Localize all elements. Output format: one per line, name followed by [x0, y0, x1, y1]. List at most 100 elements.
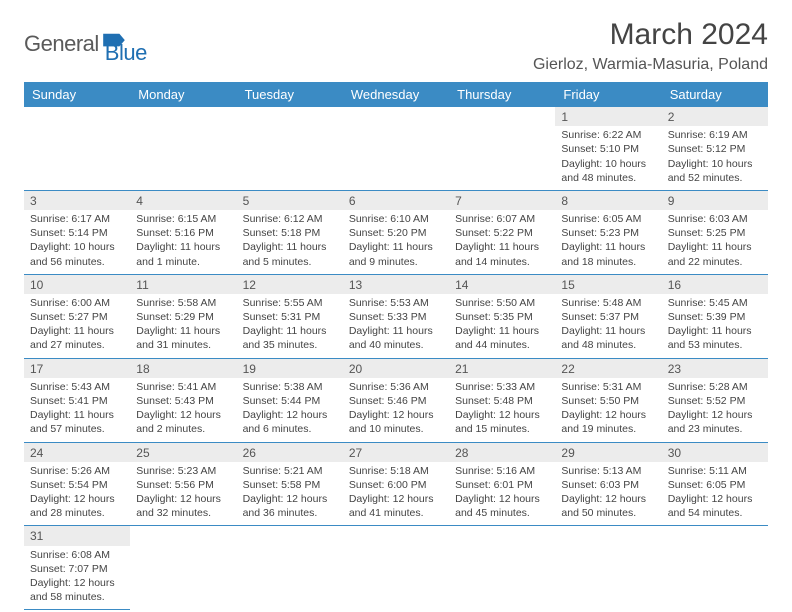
daylight-text: Daylight: 11 hours and 53 minutes. [668, 324, 762, 352]
day-number: 4 [130, 191, 236, 210]
calendar-cell: 28Sunrise: 5:16 AMSunset: 6:01 PMDayligh… [449, 442, 555, 526]
sunset-text: Sunset: 5:54 PM [30, 478, 124, 492]
sunrise-text: Sunrise: 5:50 AM [455, 296, 549, 310]
calendar-cell [343, 107, 449, 190]
calendar-cell: 30Sunrise: 5:11 AMSunset: 6:05 PMDayligh… [662, 442, 768, 526]
day-number: 5 [237, 191, 343, 210]
day-number: 11 [130, 275, 236, 294]
daylight-text: Daylight: 12 hours and 50 minutes. [561, 492, 655, 520]
weekday-header: Saturday [662, 82, 768, 107]
day-number: 19 [237, 359, 343, 378]
calendar-cell: 1Sunrise: 6:22 AMSunset: 5:10 PMDaylight… [555, 107, 661, 190]
calendar-cell [237, 107, 343, 190]
page-title: March 2024 [533, 18, 768, 52]
sunrise-text: Sunrise: 6:12 AM [243, 212, 337, 226]
sunset-text: Sunset: 5:35 PM [455, 310, 549, 324]
calendar-body: 1 Sunrise: 6:22 AMSunset: 5:10 PM Daylight… [24, 107, 768, 610]
day-number: 7 [449, 191, 555, 210]
weekday-header: Sunday [24, 82, 130, 107]
sunrise-text: Sunrise: 5:23 AM [136, 464, 230, 478]
sunset-text: Sunset: 5:27 PM [30, 310, 124, 324]
day-number: 6 [343, 191, 449, 210]
daylight-text: Daylight: 12 hours and 32 minutes. [136, 492, 230, 520]
day-number: 17 [24, 359, 130, 378]
daylight-text: Daylight: 11 hours and 44 minutes. [455, 324, 549, 352]
day-number: 14 [449, 275, 555, 294]
daylight-text: Daylight: 10 hours and 52 minutes. [668, 157, 762, 185]
weekday-header: Monday [130, 82, 236, 107]
logo: General Blue [24, 18, 147, 66]
day-number: 28 [449, 443, 555, 462]
calendar-cell: 2Sunrise: 6:19 AMSunset: 5:12 PMDaylight… [662, 107, 768, 190]
sunrise-text: Sunrise: 5:11 AM [668, 464, 762, 478]
sunset-text: Sunset: 5:22 PM [455, 226, 549, 240]
calendar-cell [130, 107, 236, 190]
calendar-cell: 17Sunrise: 5:43 AMSunset: 5:41 PMDayligh… [24, 358, 130, 442]
day-number: 24 [24, 443, 130, 462]
calendar-cell: 7Sunrise: 6:07 AMSunset: 5:22 PMDaylight… [449, 190, 555, 274]
sunrise-text: Sunrise: 5:28 AM [668, 380, 762, 394]
sunset-text: Sunset: 5:20 PM [349, 226, 443, 240]
sunrise-text: Sunrise: 5:55 AM [243, 296, 337, 310]
sunset-text: Sunset: 5:10 PM [561, 142, 655, 156]
calendar-cell [343, 526, 449, 610]
sunset-text: Sunset: 5:14 PM [30, 226, 124, 240]
sunrise-text: Sunrise: 5:45 AM [668, 296, 762, 310]
daylight-text: Daylight: 11 hours and 22 minutes. [668, 240, 762, 268]
daylight-text: Daylight: 11 hours and 1 minute. [136, 240, 230, 268]
day-number: 29 [555, 443, 661, 462]
sunrise-text: Sunrise: 6:22 AM [561, 128, 655, 142]
sunrise-text: Sunrise: 5:41 AM [136, 380, 230, 394]
calendar-cell [130, 526, 236, 610]
sunset-text: Sunset: 5:25 PM [668, 226, 762, 240]
sunrise-text: Sunrise: 5:36 AM [349, 380, 443, 394]
calendar-cell [449, 526, 555, 610]
daylight-text: Daylight: 12 hours and 45 minutes. [455, 492, 549, 520]
sunrise-text: Sunrise: 6:10 AM [349, 212, 443, 226]
sunset-text: Sunset: 5:46 PM [349, 394, 443, 408]
sunset-text: Sunset: 5:31 PM [243, 310, 337, 324]
day-number: 10 [24, 275, 130, 294]
daylight-text: Daylight: 12 hours and 23 minutes. [668, 408, 762, 436]
calendar-cell: 16Sunrise: 5:45 AMSunset: 5:39 PMDayligh… [662, 274, 768, 358]
sunset-text: Sunset: 5:58 PM [243, 478, 337, 492]
sunset-text: Sunset: 5:16 PM [136, 226, 230, 240]
calendar-cell: 24 Sunrise: 5:26 AMSunset: 5:54 PMDayligh… [24, 442, 130, 526]
day-number: 25 [130, 443, 236, 462]
day-number: 23 [662, 359, 768, 378]
day-number: 8 [555, 191, 661, 210]
daylight-text: Daylight: 12 hours and 28 minutes. [30, 492, 124, 520]
day-number: 20 [343, 359, 449, 378]
sunrise-text: Sunrise: 5:16 AM [455, 464, 549, 478]
calendar-cell [555, 526, 661, 610]
sunset-text: Sunset: 5:52 PM [668, 394, 762, 408]
sunset-text: Sunset: 7:07 PM [30, 562, 124, 576]
sunset-text: Sunset: 5:44 PM [243, 394, 337, 408]
sunrise-text: Sunrise: 5:43 AM [30, 380, 124, 394]
day-number: 1 [555, 107, 661, 126]
logo-text-blue: Blue [105, 40, 147, 66]
calendar-cell [662, 526, 768, 610]
calendar-cell: 22Sunrise: 5:31 AMSunset: 5:50 PMDayligh… [555, 358, 661, 442]
calendar-cell [237, 526, 343, 610]
sunset-text: Sunset: 5:56 PM [136, 478, 230, 492]
daylight-text: Daylight: 11 hours and 9 minutes. [349, 240, 443, 268]
day-number: 21 [449, 359, 555, 378]
sunrise-text: Sunrise: 5:31 AM [561, 380, 655, 394]
sunrise-text: Sunrise: 5:38 AM [243, 380, 337, 394]
daylight-text: Daylight: 12 hours and 15 minutes. [455, 408, 549, 436]
calendar-cell: 5Sunrise: 6:12 AMSunset: 5:18 PMDaylight… [237, 190, 343, 274]
sunset-text: Sunset: 5:12 PM [668, 142, 762, 156]
calendar-cell: 4Sunrise: 6:15 AMSunset: 5:16 PMDaylight… [130, 190, 236, 274]
sunrise-text: Sunrise: 5:13 AM [561, 464, 655, 478]
day-number: 22 [555, 359, 661, 378]
logo-text-general: General [24, 31, 99, 57]
sunrise-text: Sunrise: 5:53 AM [349, 296, 443, 310]
sunset-text: Sunset: 5:43 PM [136, 394, 230, 408]
sunrise-text: Sunrise: 6:19 AM [668, 128, 762, 142]
sunrise-text: Sunrise: 5:26 AM [30, 464, 124, 478]
sunrise-text: Sunrise: 5:33 AM [455, 380, 549, 394]
daylight-text: Daylight: 11 hours and 31 minutes. [136, 324, 230, 352]
calendar-cell: 27Sunrise: 5:18 AMSunset: 6:00 PMDayligh… [343, 442, 449, 526]
sunset-text: Sunset: 5:23 PM [561, 226, 655, 240]
